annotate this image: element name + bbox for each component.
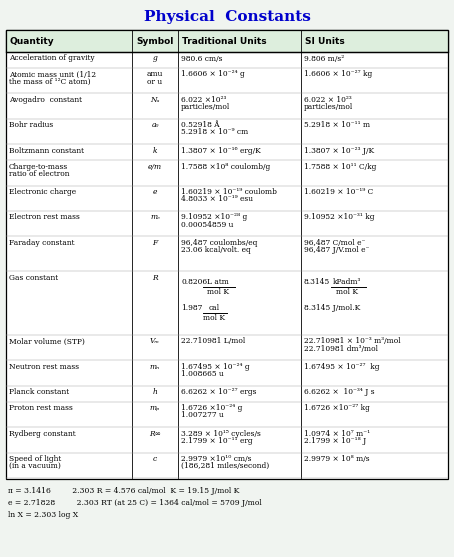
Text: (186,281 miles/second): (186,281 miles/second) [181,462,269,470]
Bar [6,30,448,52]
Text: 2.1799 × 10⁻¹¹ erg: 2.1799 × 10⁻¹¹ erg [181,437,252,445]
Text: 980.6 cm/s: 980.6 cm/s [181,55,222,62]
Text: 96,487 coulombs/eq: 96,487 coulombs/eq [181,239,257,247]
Text: 96,487 J/V.mol e⁻: 96,487 J/V.mol e⁻ [304,246,370,254]
Text: 2.9979 ×10¹⁰ cm/s: 2.9979 ×10¹⁰ cm/s [181,455,252,463]
Text: Bohr radius: Bohr radius [9,121,53,129]
Text: 1.3807 × 10⁻²³ J/K: 1.3807 × 10⁻²³ J/K [304,146,374,155]
Text: 2.1799 × 10⁻¹⁸ J: 2.1799 × 10⁻¹⁸ J [304,437,366,445]
Text: amu: amu [147,70,163,79]
Text: ratio of electron: ratio of electron [9,170,69,178]
Text: Quantity: Quantity [9,37,54,46]
Text: Nₐ: Nₐ [150,96,160,104]
Text: 9.806 m/s²: 9.806 m/s² [304,55,344,62]
Text: 6.6262 × 10⁻²⁷ ergs: 6.6262 × 10⁻²⁷ ergs [181,388,257,397]
Text: mₙ: mₙ [150,363,160,371]
Text: 1.7588 × 10¹¹ C/kg: 1.7588 × 10¹¹ C/kg [304,163,376,170]
Text: 1.67495 × 10⁻²⁷  kg: 1.67495 × 10⁻²⁷ kg [304,363,380,371]
Text: R∞: R∞ [149,429,161,438]
Text: cal: cal [208,304,220,312]
Text: 0.8206: 0.8206 [181,277,207,286]
Text: Symbol: Symbol [136,37,174,46]
Text: Physical  Constants: Physical Constants [143,10,311,24]
Text: 1.008665 u: 1.008665 u [181,370,224,378]
Text: Neutron rest mass: Neutron rest mass [9,363,79,371]
Text: Avogadro  constant: Avogadro constant [9,96,82,104]
Text: 6.6262 ×  10⁻³⁴ J s: 6.6262 × 10⁻³⁴ J s [304,388,375,397]
Text: (in a vacuum): (in a vacuum) [9,462,61,470]
Text: g: g [153,55,158,62]
Text: particles/mol: particles/mol [181,103,230,111]
Text: 6.022 ×10²³: 6.022 ×10²³ [181,96,227,104]
Text: 1.60219 × 10⁻¹⁹ C: 1.60219 × 10⁻¹⁹ C [304,188,373,196]
Text: Vₘ: Vₘ [150,338,160,345]
Text: 96,487 C/mol e⁻: 96,487 C/mol e⁻ [304,239,365,247]
Text: 1.67495 × 10⁻²⁴ g: 1.67495 × 10⁻²⁴ g [181,363,250,371]
Text: k: k [153,146,157,155]
Text: 22.710981 dm³/mol: 22.710981 dm³/mol [304,345,378,353]
Text: Speed of light: Speed of light [9,455,61,463]
Text: mol K: mol K [203,314,225,323]
Bar [6,30,448,479]
Text: 9.10952 ×10⁻³¹ kg: 9.10952 ×10⁻³¹ kg [304,213,375,222]
Text: Atomic mass unit (1/12: Atomic mass unit (1/12 [9,70,96,79]
Text: Acceleration of gravity: Acceleration of gravity [9,55,94,62]
Text: Electronic charge: Electronic charge [9,188,76,196]
Text: 1.0974 × 10⁷ m⁻¹: 1.0974 × 10⁷ m⁻¹ [304,429,370,438]
Text: 4.8033 × 10⁻¹⁹ esu: 4.8033 × 10⁻¹⁹ esu [181,195,253,203]
Text: Gas constant: Gas constant [9,274,58,282]
Text: R: R [152,274,158,282]
Text: 5.2918 × 10⁻⁹ cm: 5.2918 × 10⁻⁹ cm [181,129,248,136]
Text: 6.022 × 10²³: 6.022 × 10²³ [304,96,352,104]
Text: 1.6606 × 10⁻²⁴ g: 1.6606 × 10⁻²⁴ g [181,70,245,79]
Text: a₀: a₀ [151,121,159,129]
Text: 23.06 kcal/volt. eq: 23.06 kcal/volt. eq [181,246,251,254]
Text: L atm: L atm [207,277,229,286]
Text: 22.710981 L/mol: 22.710981 L/mol [181,338,245,345]
Text: 1.60219 × 10⁻¹⁹ coulomb: 1.60219 × 10⁻¹⁹ coulomb [181,188,277,196]
Text: 0.52918 Å: 0.52918 Å [181,121,220,129]
Text: the mass of ¹²C atom): the mass of ¹²C atom) [9,77,91,86]
Text: SI Units: SI Units [305,37,345,46]
Text: Charge-to-mass: Charge-to-mass [9,163,68,170]
Text: 3.289 × 10¹⁵ cycles/s: 3.289 × 10¹⁵ cycles/s [181,429,261,438]
Text: 8.3145: 8.3145 [304,277,330,286]
Text: Boltzmann constant: Boltzmann constant [9,146,84,155]
Text: mₚ: mₚ [150,404,160,412]
Text: 9.10952 ×10⁻²⁸ g: 9.10952 ×10⁻²⁸ g [181,213,247,222]
Text: Rydberg constant: Rydberg constant [9,429,76,438]
Text: 5.2918 × 10⁻¹¹ m: 5.2918 × 10⁻¹¹ m [304,121,370,129]
Text: 1.7588 ×10⁸ coulomb/g: 1.7588 ×10⁸ coulomb/g [181,163,270,170]
Text: 8.3145 J/mol.K: 8.3145 J/mol.K [304,304,360,312]
Text: 2.9979 × 10⁸ m/s: 2.9979 × 10⁸ m/s [304,455,370,463]
Text: 1.6726 ×10⁻²⁷ kg: 1.6726 ×10⁻²⁷ kg [304,404,370,412]
Text: 0.00054859 u: 0.00054859 u [181,221,233,229]
Text: 1.6726 ×10⁻²⁴ g: 1.6726 ×10⁻²⁴ g [181,404,242,412]
Text: mₑ: mₑ [150,213,160,222]
Text: Molar volume (STP): Molar volume (STP) [9,338,85,345]
Text: Traditional Units: Traditional Units [182,37,266,46]
Text: or u: or u [148,77,163,86]
Text: 1.987: 1.987 [181,304,202,312]
Text: Faraday constant: Faraday constant [9,239,74,247]
Text: π = 3.1416         2.303 R = 4.576 cal/mol  K = 19.15 J/mol K: π = 3.1416 2.303 R = 4.576 cal/mol K = 1… [8,487,239,495]
Text: ln X = 2.303 log X: ln X = 2.303 log X [8,511,78,519]
Text: Planck constant: Planck constant [9,388,69,397]
Text: F: F [153,239,158,247]
Text: e = 2.71828         2.303 RT (at 25 C) = 1364 cal/mol = 5709 J/mol: e = 2.71828 2.303 RT (at 25 C) = 1364 ca… [8,499,262,507]
Text: c: c [153,455,157,463]
Text: e/m: e/m [148,163,162,170]
Text: 1.6606 × 10⁻²⁷ kg: 1.6606 × 10⁻²⁷ kg [304,70,372,79]
Text: Proton rest mass: Proton rest mass [9,404,73,412]
Text: particles/mol: particles/mol [304,103,353,111]
Text: mol K: mol K [207,287,229,296]
Text: 1.007277 u: 1.007277 u [181,412,224,419]
Text: Electron rest mass: Electron rest mass [9,213,80,222]
Text: h: h [153,388,158,397]
Text: kPadm³: kPadm³ [333,277,361,286]
Text: 22.710981 × 10⁻³ m³/mol: 22.710981 × 10⁻³ m³/mol [304,338,400,345]
Text: e: e [153,188,157,196]
Text: 1.3807 × 10⁻¹⁶ erg/K: 1.3807 × 10⁻¹⁶ erg/K [181,146,261,155]
Text: mol K: mol K [336,287,358,296]
